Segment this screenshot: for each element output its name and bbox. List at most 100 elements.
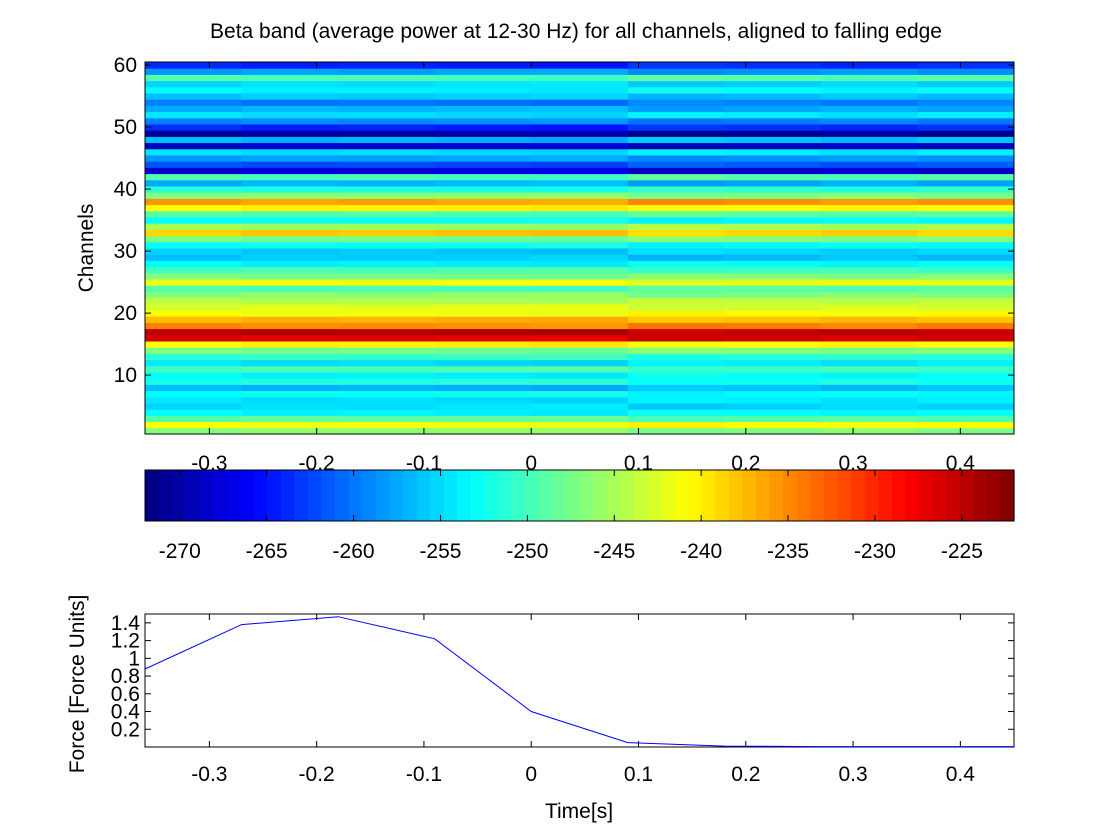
heatmap-cell (917, 161, 1015, 168)
heatmap-cell (241, 341, 339, 348)
heatmap-cell (531, 390, 629, 398)
heatmap-cell (724, 415, 822, 423)
heatmap-cell (724, 111, 822, 119)
heatmap-cell (627, 93, 725, 100)
heatmap-cell (820, 260, 918, 268)
colorbar-segment (226, 470, 241, 521)
heatmap-cell (820, 359, 918, 367)
heatmap-cell (434, 241, 532, 249)
heatmap-cell (917, 124, 1015, 131)
heatmap-cell (627, 142, 725, 150)
heatmap-cell (627, 117, 725, 125)
colorbar-tick-label: -255 (419, 540, 461, 563)
heatmap-cell (338, 111, 436, 119)
heatmap-cell (627, 99, 725, 106)
heatmap-cell (145, 223, 243, 230)
heatmap-cell (724, 347, 822, 354)
heatmap-cell (531, 62, 629, 69)
colorbar-segment (185, 470, 200, 521)
force-x-tick-label: -0.3 (191, 763, 227, 786)
heatmap-cell (724, 198, 822, 206)
heatmap-cell (241, 229, 339, 237)
heatmap-cell (820, 186, 918, 193)
heatmap-cell (241, 310, 339, 317)
heatmap-cell (627, 235, 725, 243)
heatmap-cell (145, 421, 243, 429)
colorbar-segment (823, 470, 839, 521)
colorbar-segment (593, 470, 608, 521)
heatmap-cell (820, 390, 918, 398)
colorbar-segment (878, 470, 893, 521)
heatmap-cell (531, 260, 629, 268)
heatmap-cell (627, 322, 725, 330)
heatmap-cell (531, 186, 629, 193)
heatmap-cell (434, 396, 532, 404)
heatmap-cell (531, 291, 629, 299)
heatmap-cell (917, 279, 1015, 286)
heatmap-cell (917, 167, 1015, 175)
heatmap-cell (820, 217, 918, 224)
heatmap-cell (531, 372, 629, 379)
heatmap-cell (241, 303, 339, 311)
heatmap-cell (241, 291, 339, 299)
heatmap-cell (338, 124, 436, 131)
heatmap-cell (917, 409, 1015, 416)
heatmap-cell (917, 390, 1015, 398)
heatmap-cell (627, 148, 725, 156)
heatmap-cell (531, 303, 629, 311)
heatmap-cell (724, 254, 822, 261)
force-plot-frame (144, 613, 1015, 748)
heatmap-cell (241, 124, 339, 131)
heatmap-cell (434, 80, 532, 88)
colorbar-segment (579, 470, 594, 521)
heatmap-cell (145, 105, 243, 113)
heatmap-cell (917, 297, 1015, 305)
heatmap-cell (338, 390, 436, 398)
heatmap-cell (627, 86, 725, 94)
heatmap-cell (241, 322, 339, 330)
heatmap-cell (724, 235, 822, 243)
heatmap-cell (627, 272, 725, 280)
heatmap-cell (724, 68, 822, 75)
heatmap-cell (434, 204, 532, 212)
heatmap-cell (531, 328, 629, 336)
heatmap-cell (434, 192, 532, 199)
heatmap-cell (531, 254, 629, 261)
heatmap-cell (724, 427, 822, 435)
heatmap-cell (338, 105, 436, 113)
heatmap-cell (917, 353, 1015, 361)
heatmap-cell (338, 403, 436, 410)
heatmap-title: Beta band (average power at 12-30 Hz) fo… (210, 20, 942, 43)
heatmap-cell (434, 347, 532, 354)
colorbar-segment (470, 470, 486, 521)
heatmap-cell (145, 384, 243, 392)
heatmap-cell (338, 86, 436, 94)
heatmap-cell (145, 217, 243, 224)
heatmap-cell (917, 334, 1015, 342)
heatmap-x-tick-label: 0.1 (624, 452, 653, 475)
heatmap-cell (434, 427, 532, 435)
heatmap-cell (338, 142, 436, 150)
heatmap-cell (917, 254, 1015, 261)
heatmap-cell (917, 223, 1015, 230)
heatmap-cell (241, 148, 339, 156)
heatmap-cell (917, 235, 1015, 243)
heatmap-cell (145, 390, 243, 398)
heatmap-cell (434, 260, 532, 268)
heatmap-cell (145, 341, 243, 348)
heatmap-cell (338, 204, 436, 212)
heatmap-cell (434, 353, 532, 361)
heatmap-cell (820, 409, 918, 416)
heatmap-cell (241, 390, 339, 398)
heatmap-cell (531, 241, 629, 249)
heatmap-cell (145, 204, 243, 212)
heatmap-cell (434, 310, 532, 317)
heatmap-cell (241, 223, 339, 230)
heatmap-cell (434, 285, 532, 292)
colorbar-segment (688, 470, 703, 521)
heatmap-cell (145, 186, 243, 193)
heatmap-cell (241, 161, 339, 168)
heatmap-cell (145, 148, 243, 156)
heatmap-cell (820, 303, 918, 311)
colorbar-segment (484, 470, 499, 521)
